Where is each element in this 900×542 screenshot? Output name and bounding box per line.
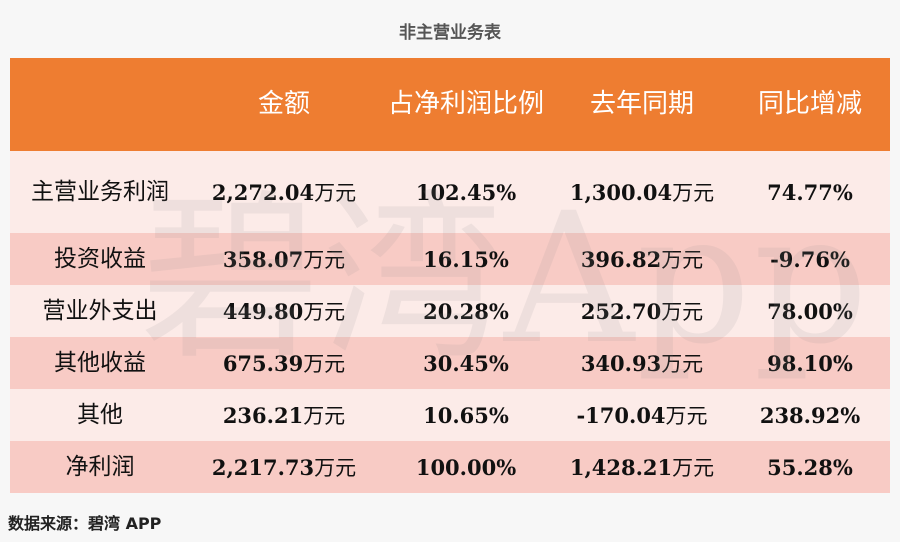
cell-share: 102.45% <box>378 151 554 233</box>
cell-amount: 2,217.73 万元 <box>190 441 378 493</box>
cell-value: 238.92% <box>759 402 861 428</box>
cell-value: 100.00% <box>415 454 517 480</box>
cell-unit: 万元 <box>303 404 346 428</box>
table-row: 主营业务利润 2,272.04 万元 102.45% 1,300.04 万元 74.77% <box>10 151 890 233</box>
cell-share: 10.65% <box>378 389 554 441</box>
table-body: 主营业务利润 2,272.04 万元 102.45% 1,300.04 万元 74.77% 投… <box>10 151 890 493</box>
header-cell-share: 占净利润比例 <box>387 89 544 119</box>
cell-amount: 2,272.04 万元 <box>190 151 378 233</box>
cell-yoy: 55.28% <box>730 441 890 493</box>
cell-value: 1,300.04 <box>569 179 673 205</box>
cell-prior: 1,300.04 万元 <box>554 151 730 233</box>
cell-share: 30.45% <box>378 337 554 389</box>
cell-value: 30.45% <box>423 350 509 376</box>
cell-value: 675.39 <box>222 350 304 376</box>
cell-value: 340.93 <box>580 350 662 376</box>
cell-prior: 340.93 万元 <box>554 337 730 389</box>
cell-share: 20.28% <box>378 285 554 337</box>
cell-value: 10.65% <box>423 402 509 428</box>
cell-unit: 万元 <box>303 248 346 272</box>
cell-yoy: 78.00% <box>730 285 890 337</box>
cell-amount: 358.07 万元 <box>190 233 378 285</box>
cell-value: 252.70 <box>580 298 662 324</box>
cell-yoy: 74.77% <box>730 151 890 233</box>
cell-amount: 449.80 万元 <box>190 285 378 337</box>
cell-prior: 396.82 万元 <box>554 233 730 285</box>
cell-value: -170.04 <box>576 402 666 428</box>
cell-yoy: -9.76% <box>730 233 890 285</box>
cell-unit: 万元 <box>661 248 704 272</box>
cell-value: 2,272.04 <box>211 179 315 205</box>
table-row: 净利润 2,217.73 万元 100.00% 1,428.21 万元 55.28% <box>10 441 890 493</box>
cell-yoy: 238.92% <box>730 389 890 441</box>
cell-unit: 万元 <box>303 300 346 324</box>
header-cell-yoy: 同比增减 <box>757 89 862 119</box>
cell-share: 16.15% <box>378 233 554 285</box>
cell-amount: 236.21 万元 <box>190 389 378 441</box>
cell-value: 20.28% <box>423 298 509 324</box>
cell-prior: 252.70 万元 <box>554 285 730 337</box>
cell-value: 236.21 <box>222 402 304 428</box>
cell-value: 1,428.21 <box>569 454 673 480</box>
header-cell-label <box>10 58 190 151</box>
row-label: 投资收益 <box>54 245 146 272</box>
cell-yoy: 98.10% <box>730 337 890 389</box>
cell-value: 449.80 <box>222 298 304 324</box>
cell-unit: 万元 <box>303 352 346 376</box>
cell-value: -9.76% <box>770 246 850 272</box>
table-row: 其他收益 675.39 万元 30.45% 340.93 万元 98.10% <box>10 337 890 389</box>
row-label: 其他 <box>77 401 123 428</box>
row-label: 主营业务利润 <box>31 178 169 205</box>
cell-unit: 万元 <box>665 404 708 428</box>
data-table: 金额 占净利润比例 去年同期 同比增减 主营业务利润 2,272.04 万元 102.… <box>10 58 890 493</box>
cell-unit: 万元 <box>314 456 357 480</box>
cell-value: 102.45% <box>415 179 517 205</box>
cell-value: 55.28% <box>767 454 853 480</box>
cell-unit: 万元 <box>672 456 715 480</box>
cell-unit: 万元 <box>661 352 704 376</box>
source-note: 数据来源：碧湾 APP <box>8 514 162 533</box>
cell-share: 100.00% <box>378 441 554 493</box>
row-label: 净利润 <box>65 453 135 480</box>
cell-prior: -170.04 万元 <box>554 389 730 441</box>
cell-unit: 万元 <box>314 181 357 205</box>
cell-unit: 万元 <box>672 181 715 205</box>
table-title: 非主营业务表 <box>399 23 501 43</box>
cell-unit: 万元 <box>661 300 704 324</box>
table-row: 其他 236.21 万元 10.65% -170.04 万元 238.92% <box>10 389 890 441</box>
cell-value: 74.77% <box>767 179 853 205</box>
cell-value: 98.10% <box>767 350 853 376</box>
row-label: 其他收益 <box>54 349 146 376</box>
cell-amount: 675.39 万元 <box>190 337 378 389</box>
table-row: 营业外支出 449.80 万元 20.28% 252.70 万元 78.00% <box>10 285 890 337</box>
cell-value: 358.07 <box>222 246 304 272</box>
header-cell-prior: 去年同期 <box>589 89 694 119</box>
cell-value: 16.15% <box>423 246 509 272</box>
table-row: 投资收益 358.07 万元 16.15% 396.82 万元 -9.76% <box>10 233 890 285</box>
cell-prior: 1,428.21 万元 <box>554 441 730 493</box>
header-cell-amount: 金额 <box>257 89 310 119</box>
cell-value: 78.00% <box>767 298 853 324</box>
table-header-row: 金额 占净利润比例 去年同期 同比增减 <box>10 58 890 151</box>
cell-value: 2,217.73 <box>211 454 315 480</box>
row-label: 营业外支出 <box>42 297 158 324</box>
cell-value: 396.82 <box>580 246 662 272</box>
